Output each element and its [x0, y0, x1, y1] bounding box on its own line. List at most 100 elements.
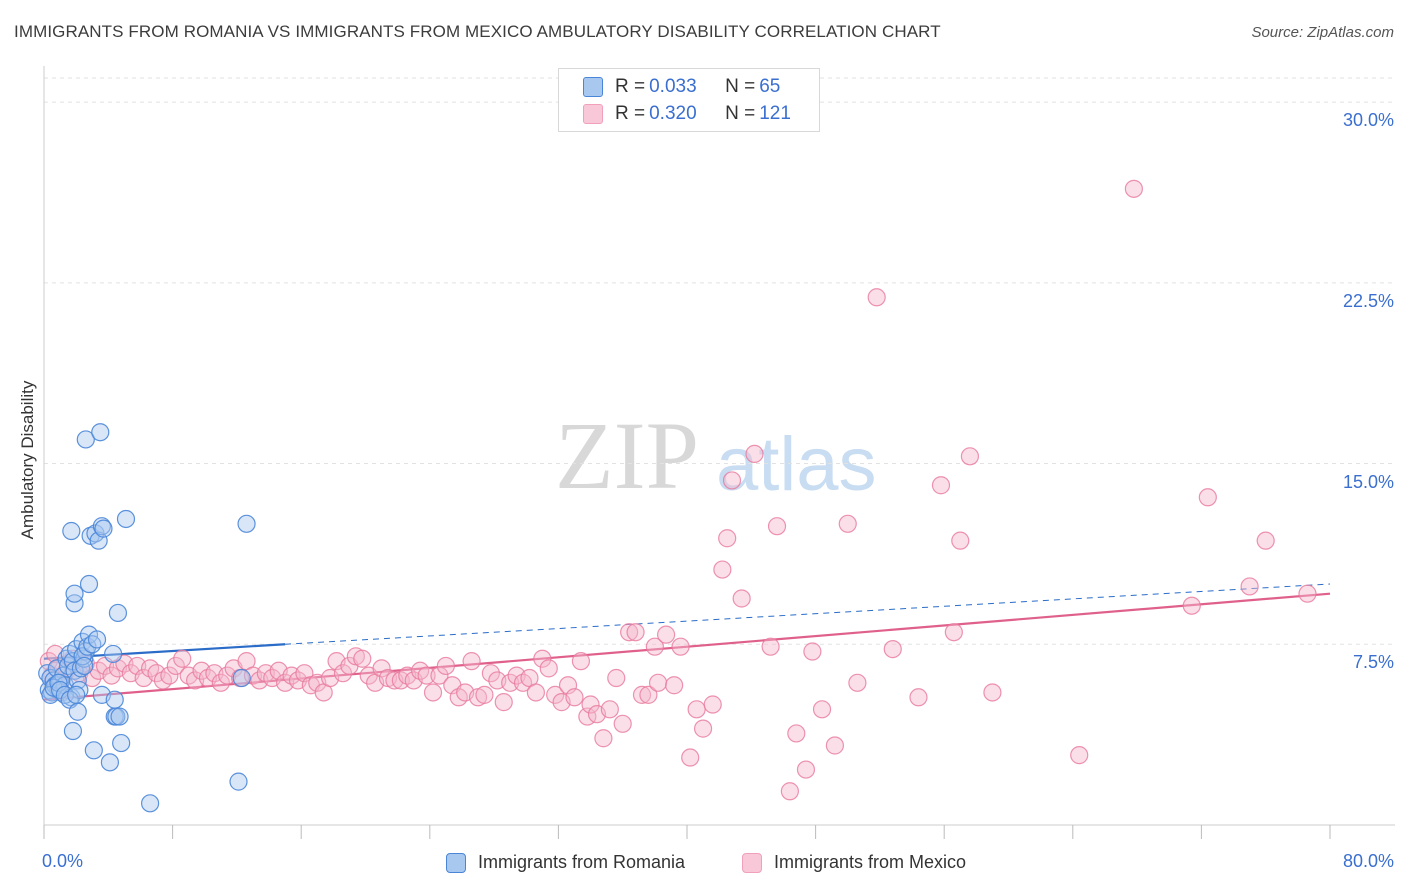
- grid-lines: [44, 77, 1395, 645]
- bottom-legend-mexico[interactable]: Immigrants from Mexico: [742, 852, 966, 873]
- point-mexico: [1240, 577, 1259, 596]
- point-mexico: [581, 695, 600, 714]
- y-tick-label: 15.0%: [1342, 471, 1394, 492]
- point-romania: [87, 630, 107, 649]
- legend-r-label: R =: [615, 103, 646, 124]
- legend-r-value: 0.033: [649, 76, 697, 97]
- y-tick-label: 22.5%: [1342, 290, 1394, 311]
- point-romania: [108, 603, 128, 623]
- point-mexico: [539, 659, 558, 678]
- legend-row-romania: R = 0.033 N = 65: [583, 74, 781, 100]
- point-romania: [67, 685, 86, 704]
- point-mexico: [46, 644, 65, 664]
- point-mexico: [166, 656, 185, 676]
- bottom-legend-swatch-romania: [446, 852, 466, 873]
- point-mexico: [657, 625, 676, 644]
- source-label: Source: ZipAtlas.com: [1251, 24, 1394, 41]
- point-mexico: [838, 514, 857, 533]
- point-romania: [100, 753, 120, 772]
- point-romania: [94, 519, 113, 538]
- point-romania: [62, 521, 81, 541]
- legend-swatch-mexico: [583, 104, 603, 124]
- point-mexico: [761, 637, 780, 656]
- point-mexico: [803, 642, 822, 661]
- x-tick-max: 80.0%: [1342, 851, 1394, 871]
- point-romania: [84, 741, 103, 760]
- point-mexico: [211, 673, 230, 692]
- y-tick-label: 30.0%: [1342, 110, 1394, 131]
- point-mexico: [645, 637, 664, 656]
- point-mexico: [1124, 179, 1143, 198]
- point-mexico: [462, 652, 481, 671]
- legend-r-label: R =: [615, 76, 646, 97]
- point-romania: [232, 668, 251, 688]
- bottom-legend-label-mexico: Immigrants from Mexico: [774, 852, 967, 872]
- point-mexico: [867, 288, 886, 307]
- point-romania: [65, 584, 84, 603]
- legend-n-label: N =: [725, 103, 756, 124]
- point-mexico: [983, 683, 1002, 702]
- point-mexico: [703, 695, 722, 714]
- point-romania: [237, 514, 256, 533]
- point-mexico: [102, 666, 121, 685]
- point-mexico: [951, 531, 970, 550]
- point-romania: [65, 594, 84, 613]
- point-mexico: [665, 676, 684, 695]
- point-mexico: [173, 649, 192, 668]
- point-mexico: [333, 664, 353, 683]
- point-mexico: [571, 652, 591, 671]
- point-romania: [112, 733, 131, 753]
- point-mexico: [600, 700, 619, 719]
- point-mexico: [909, 688, 928, 707]
- point-romania: [79, 574, 99, 594]
- point-romania: [68, 702, 87, 721]
- point-romania: [116, 509, 136, 529]
- point-romania: [75, 656, 94, 676]
- point-mexico: [848, 673, 867, 692]
- point-mexico: [883, 639, 902, 659]
- point-mexico: [613, 714, 632, 733]
- bottom-legend-label-romania: Immigrants from Romania: [478, 852, 686, 872]
- point-mexico: [960, 447, 980, 466]
- point-mexico: [812, 700, 832, 719]
- point-mexico: [626, 623, 645, 642]
- point-mexico: [722, 471, 742, 490]
- x-tick-min: 0.0%: [42, 851, 84, 871]
- point-mexico: [594, 729, 613, 748]
- point-mexico: [1182, 596, 1201, 615]
- point-mexico: [648, 673, 668, 692]
- legend-row-mexico: R = 0.320 N = 121: [583, 101, 791, 127]
- point-mexico: [681, 748, 700, 767]
- point-mexico: [353, 649, 372, 668]
- axes: [43, 66, 1395, 839]
- point-romania: [140, 794, 160, 813]
- point-mexico: [713, 560, 732, 579]
- point-romania: [89, 531, 108, 550]
- point-romania: [110, 707, 129, 726]
- point-mexico: [526, 683, 545, 702]
- watermark-atlas: atlas: [716, 422, 877, 507]
- point-romania: [104, 644, 123, 664]
- chart-title: IMMIGRANTS FROM ROMANIA VS IMMIGRANTS FR…: [14, 22, 941, 41]
- point-mexico: [533, 649, 552, 668]
- point-romania: [63, 721, 83, 741]
- point-mexico: [481, 664, 500, 683]
- point-mexico: [787, 724, 806, 743]
- point-romania: [47, 659, 66, 678]
- point-mexico: [687, 700, 706, 719]
- point-mexico: [494, 693, 513, 712]
- point-mexico: [1198, 488, 1217, 507]
- point-mexico: [671, 637, 690, 656]
- point-mexico: [825, 736, 844, 755]
- watermark-zip: ZIP: [555, 402, 699, 509]
- legend-r-value: 0.320: [649, 103, 697, 124]
- bottom-legend-romania[interactable]: Immigrants from Romania: [446, 852, 685, 873]
- point-mexico: [607, 668, 626, 688]
- point-romania: [70, 680, 89, 700]
- correlation-legend: R = 0.033 N = 65 R = 0.320 N = 121: [558, 68, 820, 132]
- point-mexico: [780, 782, 799, 801]
- legend-n-value: 65: [759, 76, 781, 97]
- trend-line-romania-extrapolated: [285, 583, 1331, 645]
- point-mexico: [796, 760, 816, 779]
